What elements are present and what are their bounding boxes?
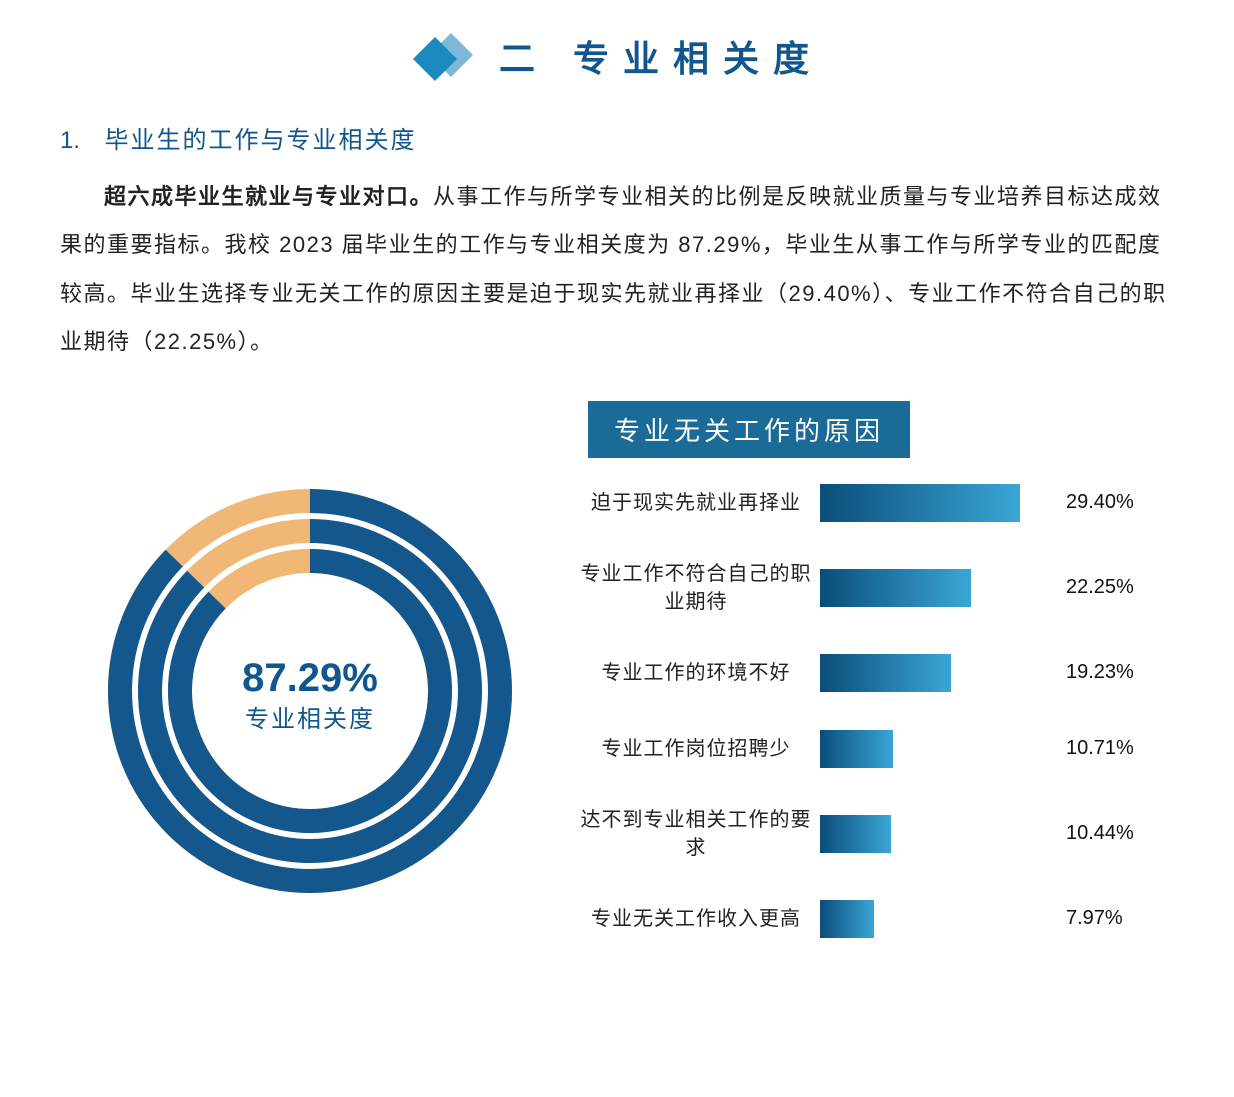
bar-fill bbox=[820, 900, 874, 938]
bar-chart-title: 专业无关工作的原因 bbox=[588, 401, 910, 458]
bar-row: 迫于现实先就业再择业 29.40% bbox=[580, 484, 1174, 522]
bar-fill bbox=[820, 569, 971, 607]
donut-chart: 87.29% 专业相关度 bbox=[60, 401, 560, 901]
bar-row: 专业工作不符合自己的职业期待 22.25% bbox=[580, 560, 1174, 616]
bar-value: 10.71% bbox=[1050, 737, 1174, 760]
bar-track bbox=[820, 730, 1050, 768]
section-header: 二 专业相关度 bbox=[60, 30, 1174, 82]
subtitle-number: 1. bbox=[60, 127, 100, 155]
bar-label: 专业无关工作收入更高 bbox=[580, 905, 820, 933]
bar-value: 7.97% bbox=[1050, 907, 1174, 930]
bar-value: 19.23% bbox=[1050, 661, 1174, 684]
paragraph-lead: 超六成毕业生就业与专业对口。 bbox=[104, 184, 433, 209]
bar-track bbox=[820, 484, 1050, 522]
bar-label: 迫于现实先就业再择业 bbox=[580, 489, 820, 517]
bar-track bbox=[820, 900, 1050, 938]
bar-row: 专业工作的环境不好 19.23% bbox=[580, 654, 1174, 692]
section-title-text: 专业相关度 bbox=[573, 38, 823, 79]
bar-row: 专业工作岗位招聘少 10.71% bbox=[580, 730, 1174, 768]
header-diamond-icon bbox=[411, 33, 471, 79]
section-title: 二 专业相关度 bbox=[499, 30, 823, 82]
section-number: 二 bbox=[499, 38, 549, 79]
bar-track bbox=[820, 569, 1050, 607]
bar-value: 29.40% bbox=[1050, 491, 1174, 514]
bar-value: 22.25% bbox=[1050, 576, 1174, 599]
bar-fill bbox=[820, 730, 893, 768]
donut-label: 专业相关度 bbox=[245, 706, 375, 733]
bar-track bbox=[820, 654, 1050, 692]
subtitle-text: 毕业生的工作与专业相关度 bbox=[104, 127, 416, 154]
bar-list: 迫于现实先就业再择业29.40%专业工作不符合自己的职业期待22.25%专业工作… bbox=[580, 484, 1174, 938]
bar-label: 达不到专业相关工作的要求 bbox=[580, 806, 820, 862]
bar-value: 10.44% bbox=[1050, 822, 1174, 845]
charts-row: 87.29% 专业相关度 专业无关工作的原因 迫于现实先就业再择业29.40%专… bbox=[60, 391, 1174, 976]
bar-chart: 专业无关工作的原因 迫于现实先就业再择业 29.40% 专业工作不符合自己的职业期待… bbox=[580, 401, 1174, 976]
bar-label: 专业工作不符合自己的职业期待 bbox=[580, 560, 820, 616]
bar-fill bbox=[820, 484, 1020, 522]
subtitle: 1. 毕业生的工作与专业相关度 bbox=[60, 120, 1174, 155]
body-paragraph: 超六成毕业生就业与专业对口。从事工作与所学专业相关的比例是反映就业质量与专业培养… bbox=[60, 173, 1174, 367]
bar-label: 专业工作的环境不好 bbox=[580, 659, 820, 687]
bar-label: 专业工作岗位招聘少 bbox=[580, 735, 820, 763]
bar-track bbox=[820, 815, 1050, 853]
bar-row: 专业无关工作收入更高 7.97% bbox=[580, 900, 1174, 938]
paragraph-body: 从事工作与所学专业相关的比例是反映就业质量与专业培养目标达成效果的重要指标。我校… bbox=[60, 184, 1167, 354]
bar-fill bbox=[820, 654, 951, 692]
bar-fill bbox=[820, 815, 891, 853]
bar-row: 达不到专业相关工作的要求 10.44% bbox=[580, 806, 1174, 862]
donut-value: 87.29% bbox=[242, 656, 378, 700]
